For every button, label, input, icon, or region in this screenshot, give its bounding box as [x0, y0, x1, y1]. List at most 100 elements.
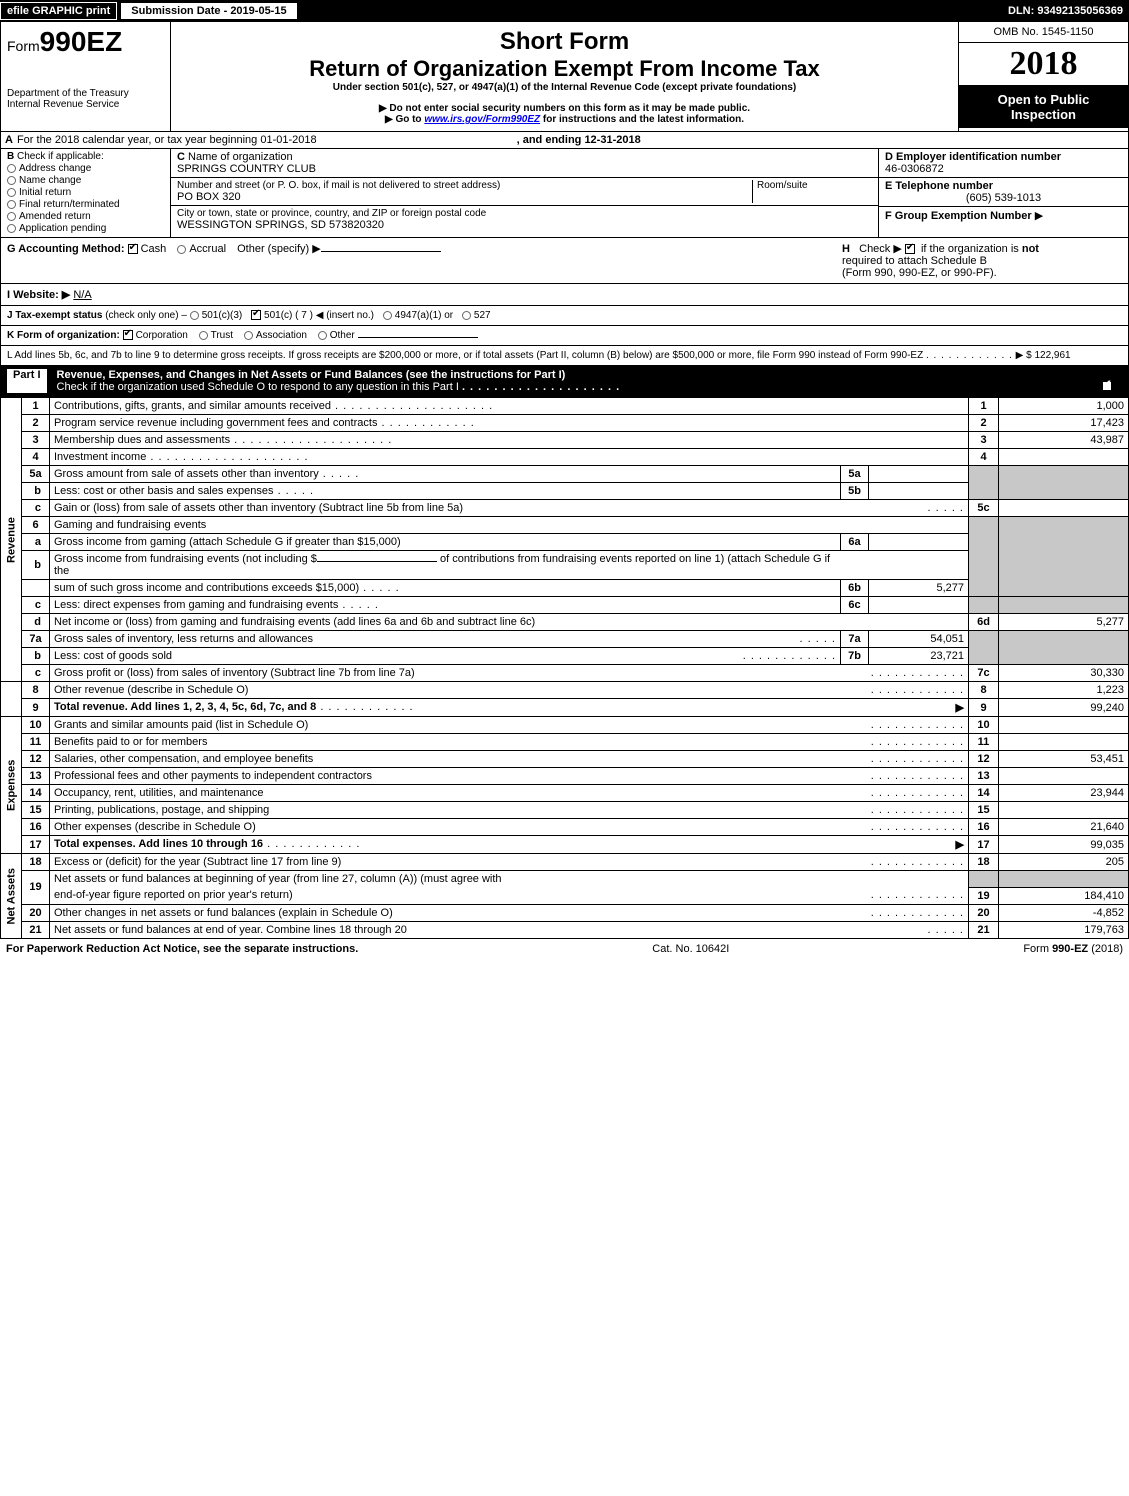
netassets-section-label: Net Assets — [1, 854, 22, 939]
cb-h[interactable] — [905, 244, 915, 254]
omb-number: OMB No. 1545-1150 — [959, 22, 1128, 43]
cb-initial-return[interactable]: Initial return — [7, 187, 164, 198]
dots — [927, 924, 964, 936]
arrow-icon: ▶ — [956, 701, 964, 714]
shaded-6 — [969, 517, 999, 597]
ln6b-input[interactable] — [317, 561, 437, 562]
ln6-num: 6 — [22, 517, 50, 534]
header-left: Form990EZ Department of the Treasury Int… — [1, 22, 171, 131]
cb-other[interactable] — [318, 331, 327, 340]
instruction-1: ▶ Do not enter social security numbers o… — [177, 103, 952, 114]
ln14-num: 14 — [22, 785, 50, 802]
h-check: Check ▶ — [859, 243, 902, 255]
j-label: J Tax-exempt status — [7, 310, 102, 321]
cb-final-return[interactable]: Final return/terminated — [7, 199, 164, 210]
ln17-r: 17 — [969, 836, 999, 854]
ln20-desc: Other changes in net assets or fund bala… — [54, 907, 393, 919]
org-city: WESSINGTON SPRINGS, SD 573820320 — [177, 219, 872, 231]
ln9-r: 9 — [969, 699, 999, 717]
cb-schedule-o[interactable] — [1102, 381, 1112, 391]
cb-501c[interactable] — [251, 310, 261, 320]
opt-initial: Initial return — [19, 187, 71, 198]
instr2-pre: ▶ Go to — [385, 114, 424, 125]
dots — [871, 821, 964, 833]
d-label: D Employer identification number — [885, 151, 1061, 163]
cb-527[interactable] — [462, 311, 471, 320]
cb-accrual[interactable] — [177, 245, 186, 254]
row-5b: b Less: cost or other basis and sales ex… — [1, 483, 1129, 500]
g-cash: Cash — [141, 243, 167, 255]
section-f: F Group Exemption Number ▶ — [879, 207, 1128, 224]
ln6b-d1: Gross income from fundraising events (no… — [54, 553, 317, 565]
ln4-num: 4 — [22, 449, 50, 466]
cb-address-change[interactable]: Address change — [7, 163, 164, 174]
dots — [871, 719, 964, 731]
form-990ez: 990EZ — [40, 26, 123, 57]
cb-4947[interactable] — [383, 311, 392, 320]
cb-corp[interactable] — [123, 330, 133, 340]
org-street: PO BOX 320 — [177, 191, 752, 203]
ln5a-s: 5a — [841, 466, 869, 483]
ln9-desc: Total revenue. Add lines 1, 2, 3, 4, 5c,… — [54, 701, 316, 713]
ln18-desc: Excess or (deficit) for the year (Subtra… — [54, 856, 341, 868]
ln11-r: 11 — [969, 734, 999, 751]
ln6b-num: b — [22, 551, 50, 580]
ln19-r: 19 — [969, 887, 999, 904]
cb-501c3[interactable] — [190, 311, 199, 320]
ln4-v — [999, 449, 1129, 466]
i-label: I Website: ▶ — [7, 289, 70, 301]
ln9-num: 9 — [22, 699, 50, 717]
row-8: 8 Other revenue (describe in Schedule O)… — [1, 682, 1129, 699]
row-17: 17 Total expenses. Add lines 10 through … — [1, 836, 1129, 854]
ln8-num: 8 — [22, 682, 50, 699]
ln5a-desc: Gross amount from sale of assets other t… — [54, 468, 319, 480]
ln20-num: 20 — [22, 904, 50, 921]
org-name: SPRINGS COUNTRY CLUB — [177, 163, 872, 175]
part1-label: Part I — [7, 369, 47, 393]
row-6: 6 Gaming and fundraising events — [1, 517, 1129, 534]
ln7c-desc: Gross profit or (loss) from sales of inv… — [54, 667, 415, 679]
dots — [799, 633, 836, 645]
shaded-5ab — [969, 466, 999, 500]
cb-amended-return[interactable]: Amended return — [7, 211, 164, 222]
dots — [871, 787, 964, 799]
ln5c-r: 5c — [969, 500, 999, 517]
dots — [743, 650, 836, 662]
cb-assoc[interactable] — [244, 331, 253, 340]
row-7a: 7a Gross sales of inventory, less return… — [1, 631, 1129, 648]
dots — [146, 451, 308, 463]
row-9: 9 Total revenue. Add lines 1, 2, 3, 4, 5… — [1, 699, 1129, 717]
k-other-input[interactable] — [358, 337, 478, 338]
ln11-v — [999, 734, 1129, 751]
l-val: 122,961 — [1034, 350, 1070, 361]
ln10-desc: Grants and similar amounts paid (list in… — [54, 719, 308, 731]
dots — [871, 804, 964, 816]
row-5c: c Gain or (loss) from sale of assets oth… — [1, 500, 1129, 517]
room-label: Room/suite — [757, 180, 872, 191]
cb-cash[interactable] — [128, 244, 138, 254]
header-right: OMB No. 1545-1150 2018 Open to Public In… — [958, 22, 1128, 131]
ln20-v: -4,852 — [999, 904, 1129, 921]
cb-application-pending[interactable]: Application pending — [7, 223, 164, 234]
shaded-19 — [969, 871, 999, 888]
ln21-r: 21 — [969, 921, 999, 938]
efile-print-button[interactable]: efile GRAPHIC print — [0, 2, 117, 20]
k-trust: Trust — [211, 330, 233, 341]
row-6d: d Net income or (loss) from gaming and f… — [1, 614, 1129, 631]
opt-address: Address change — [19, 163, 91, 174]
cb-name-change[interactable]: Name change — [7, 175, 164, 186]
ln4-r: 4 — [969, 449, 999, 466]
ln1-num: 1 — [22, 398, 50, 415]
ln14-r: 14 — [969, 785, 999, 802]
dots — [871, 907, 964, 919]
g-other-input[interactable] — [321, 251, 441, 252]
ln11-num: 11 — [22, 734, 50, 751]
subtitle: Under section 501(c), 527, or 4947(a)(1)… — [177, 82, 952, 93]
cb-trust[interactable] — [199, 331, 208, 340]
j-o3: 4947(a)(1) or — [395, 310, 453, 321]
ln6a-num: a — [22, 534, 50, 551]
irs-link[interactable]: www.irs.gov/Form990EZ — [424, 114, 540, 125]
open-line2: Inspection — [963, 107, 1124, 122]
shaded-6-v — [999, 517, 1129, 597]
row-7b: b Less: cost of goods sold 7b 23,721 — [1, 648, 1129, 665]
